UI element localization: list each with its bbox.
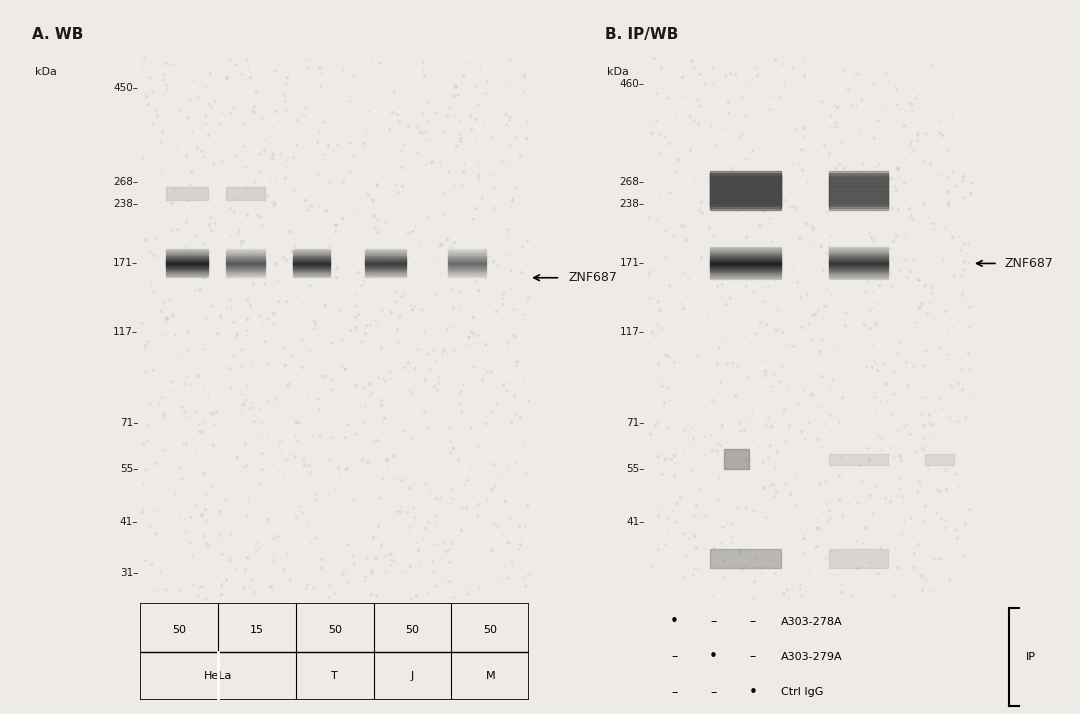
Text: •: • [710,649,718,665]
Text: 55–: 55– [626,464,645,474]
Text: 117–: 117– [113,327,138,337]
Text: •: • [748,685,757,700]
Text: kDa: kDa [607,67,629,77]
Text: 71–: 71– [626,418,645,428]
Text: 15: 15 [251,625,264,635]
Text: 55–: 55– [120,464,138,474]
Text: 171–: 171– [113,258,138,268]
Text: 268–: 268– [620,177,645,187]
Text: B. IP/WB: B. IP/WB [605,27,678,42]
Text: 50: 50 [328,625,341,635]
Text: –: – [711,615,717,628]
Text: 238–: 238– [620,198,645,208]
Text: 41–: 41– [120,517,138,527]
Text: T: T [332,670,338,680]
Text: –: – [671,650,677,663]
Text: IP: IP [1026,652,1036,662]
Text: A303-278A: A303-278A [781,616,842,627]
Text: –: – [750,650,756,663]
Text: 450–: 450– [113,84,138,94]
Text: –: – [671,685,677,699]
Text: 41–: 41– [626,517,645,527]
Text: 50: 50 [406,625,419,635]
Text: kDa: kDa [35,67,56,77]
Text: •: • [670,614,678,629]
Text: 238–: 238– [113,198,138,208]
Text: 31–: 31– [120,568,138,578]
Text: 50: 50 [173,625,186,635]
Text: HeLa: HeLa [204,670,232,680]
Text: 171–: 171– [620,258,645,268]
Text: 71–: 71– [120,418,138,428]
Text: ZNF687: ZNF687 [568,271,617,284]
Text: J: J [410,670,415,680]
Text: Ctrl IgG: Ctrl IgG [781,687,823,698]
Text: 460–: 460– [620,79,645,89]
Text: M: M [486,670,495,680]
Text: ZNF687: ZNF687 [1004,257,1053,270]
Text: 50: 50 [484,625,497,635]
Text: –: – [750,615,756,628]
Text: A. WB: A. WB [32,27,84,42]
Text: 117–: 117– [620,327,645,337]
Text: –: – [711,685,717,699]
Text: A303-279A: A303-279A [781,652,842,662]
Text: 268–: 268– [113,177,138,187]
